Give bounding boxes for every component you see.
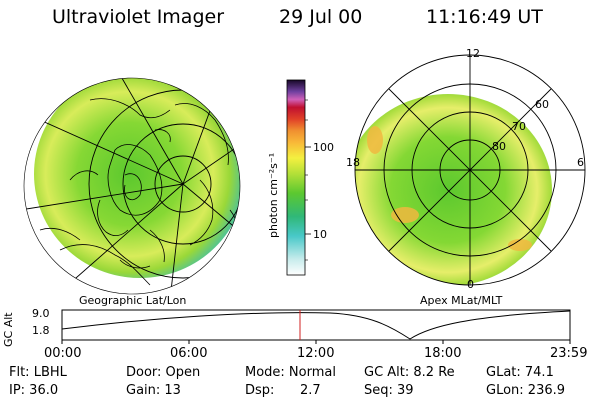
altitude-axis-label: GC Alt xyxy=(2,312,15,347)
coastlines xyxy=(39,98,239,286)
status-door: Door: Open xyxy=(126,365,201,380)
status-glat: GLat: 74.1 xyxy=(486,365,554,380)
time-label: 11:16:49 UT xyxy=(426,6,543,28)
colorbar-tick-10: 10 xyxy=(313,228,327,241)
altitude-plot xyxy=(61,309,571,344)
status-filter: Flt: LBHL xyxy=(9,365,67,380)
lat-label-70: 70 xyxy=(512,120,526,133)
status-dsp-label: Dsp: xyxy=(245,383,275,398)
status-ip: IP: 36.0 xyxy=(9,383,59,398)
left-panel-label: Geographic Lat/Lon xyxy=(79,294,187,307)
time-tick-0000: 00:00 xyxy=(44,346,82,361)
status-gc-alt: GC Alt: 8.2 Re xyxy=(364,365,455,380)
altitude-curve xyxy=(61,310,571,340)
time-tick-1200: 12:00 xyxy=(297,346,335,361)
date-label: 29 Jul 00 xyxy=(279,6,363,28)
status-mode: Mode: Normal xyxy=(245,365,336,380)
left-image xyxy=(23,77,241,295)
instrument-title: Ultraviolet Imager xyxy=(52,6,225,28)
altitude-ytick-high: 9.0 xyxy=(32,307,50,320)
colorbar-tick-100: 100 xyxy=(313,141,334,154)
altitude-ytick-low: 1.8 xyxy=(32,324,50,337)
status-seq: Seq: 39 xyxy=(364,383,414,398)
right-image xyxy=(354,54,586,286)
time-tick-1800: 18:00 xyxy=(424,346,462,361)
time-tick-0600: 06:00 xyxy=(170,346,208,361)
mlt-label-18: 18 xyxy=(346,156,360,169)
mlt-label-0: 0 xyxy=(467,278,474,291)
left-aurora-oval xyxy=(34,78,240,278)
colorbar xyxy=(286,79,311,276)
status-dsp-value: 2.7 xyxy=(300,383,321,398)
mlt-label-6: 6 xyxy=(577,156,584,169)
status-gain: Gain: 13 xyxy=(126,383,181,398)
time-tick-2359: 23:59 xyxy=(550,346,588,361)
right-panel-label: Apex MLat/MLT xyxy=(420,294,503,307)
status-glon: GLon: 236.9 xyxy=(486,383,566,398)
colorbar-unit-label: photon cm⁻²s⁻¹ xyxy=(267,152,280,238)
mlt-label-12: 12 xyxy=(466,47,480,60)
lat-label-80: 80 xyxy=(492,140,506,153)
lat-label-60: 60 xyxy=(535,98,549,111)
